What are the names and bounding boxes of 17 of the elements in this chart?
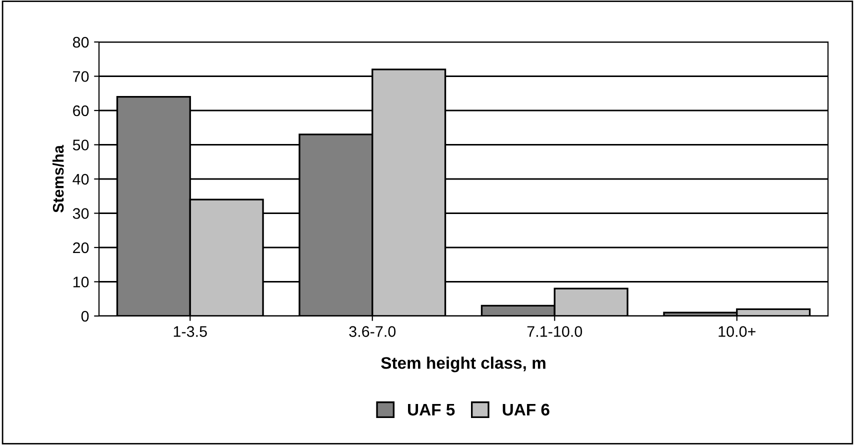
y-tick-label: 70 <box>73 71 89 82</box>
y-tick-label: 20 <box>73 242 89 254</box>
y-tick-label: 0 <box>81 310 89 322</box>
y-axis-title: Stems/ha <box>52 144 64 213</box>
legend-label: UAF 5 <box>408 404 455 416</box>
x-tick-label: 7.1-10.0 <box>527 326 582 337</box>
y-tick-label: 50 <box>72 140 89 150</box>
x-tick-label: 3.6-7.0 <box>349 326 396 337</box>
y-tick-label: 80 <box>72 36 89 48</box>
y-tick-label: 60 <box>73 105 89 116</box>
x-tick-label: 1-3.5 <box>174 326 207 337</box>
x-axis-title: Stem height class, m <box>381 356 546 372</box>
legend-label: UAF 6 <box>502 404 550 416</box>
y-tick-label: 10 <box>73 276 89 288</box>
y-tick-label: 30 <box>72 208 89 219</box>
y-tick-label: 40 <box>72 174 89 185</box>
x-tick-label: 10.0+ <box>718 326 756 337</box>
